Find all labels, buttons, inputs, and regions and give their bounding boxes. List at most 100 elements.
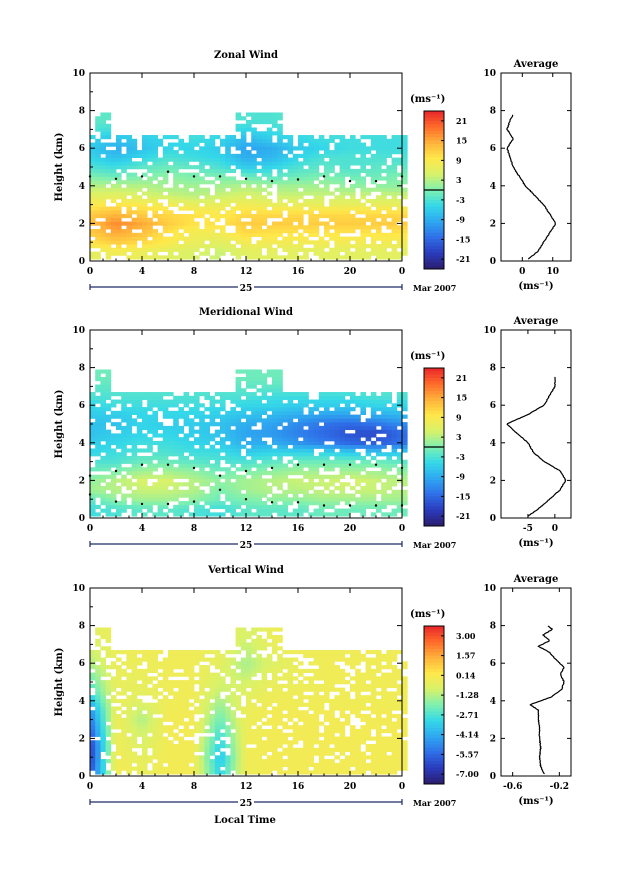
- heatmap-cell: [246, 695, 252, 700]
- heatmap-cell: [173, 471, 179, 476]
- heatmap-cell: [355, 444, 361, 449]
- heatmap-cell: [116, 683, 122, 689]
- heatmap-cell: [329, 482, 335, 487]
- heatmap-cell: [256, 493, 262, 498]
- heatmap-cell: [246, 508, 252, 513]
- heatmap-cell: [261, 120, 268, 125]
- heatmap-cell: [235, 247, 242, 252]
- heatmap-cell: [95, 410, 101, 415]
- colorbar-band: [424, 473, 444, 478]
- heatmap-cell: [298, 255, 304, 260]
- heatmap-cell: [116, 142, 122, 147]
- heatmap-cell: [350, 176, 356, 181]
- heatmap-cell: [178, 255, 184, 260]
- y-axis-label: Height (km): [54, 133, 65, 202]
- heatmap-cell: [90, 744, 96, 749]
- heatmap-cell: [225, 497, 231, 502]
- heatmap-cell: [178, 471, 184, 476]
- heatmap-cell: [194, 240, 200, 245]
- heatmap-cell: [162, 687, 169, 692]
- heatmap-cell: [162, 425, 169, 431]
- heatmap-cell: [386, 240, 392, 245]
- heatmap-cell: [261, 751, 268, 756]
- heatmap-cell: [209, 512, 216, 517]
- heatmap-cell: [157, 142, 164, 147]
- heatmap-cell: [178, 214, 184, 219]
- heatmap-cell: [90, 180, 96, 185]
- heatmap-cell: [183, 695, 190, 700]
- heatmap-cell: [95, 493, 101, 498]
- heatmap-cell: [282, 747, 288, 752]
- heatmap-cell: [402, 138, 408, 143]
- heatmap-cell: [329, 429, 335, 434]
- heatmap-cell: [214, 474, 221, 479]
- heatmap-cell: [152, 691, 158, 696]
- heatmap-cell: [95, 448, 101, 453]
- heatmap-cell: [204, 493, 210, 498]
- heatmap-cell: [298, 471, 304, 476]
- heatmap-cell: [173, 161, 179, 166]
- heatmap-cell: [344, 150, 351, 155]
- heatmap-cell: [287, 706, 294, 711]
- heatmap-cell: [303, 183, 309, 189]
- heatmap-cell: [313, 762, 320, 767]
- heatmap-cell: [173, 713, 179, 719]
- heatmap-cell: [178, 448, 184, 453]
- heatmap-cell: [391, 437, 398, 442]
- heatmap-cell: [282, 762, 288, 767]
- heatmap-cell: [126, 702, 132, 707]
- heatmap-cell: [318, 221, 325, 226]
- heatmap-cell: [324, 455, 330, 461]
- heatmap-cell: [308, 702, 314, 707]
- heatmap-cell: [235, 198, 242, 204]
- heatmap-cell: [157, 486, 164, 491]
- heatmap-cell: [131, 736, 138, 741]
- heatmap-cell: [214, 135, 221, 140]
- heatmap-cell: [162, 493, 169, 498]
- heatmap-cell: [303, 687, 309, 692]
- heatmap-cell: [178, 740, 184, 745]
- heatmap-cell: [308, 206, 314, 211]
- heatmap-cell: [105, 497, 112, 502]
- heatmap-cell: [256, 161, 262, 166]
- heatmap-cell: [95, 747, 101, 752]
- heatmap-cell: [199, 425, 205, 431]
- heatmap-cell: [329, 247, 335, 252]
- heatmap-cell: [282, 732, 288, 737]
- heatmap-cell: [386, 255, 392, 260]
- heatmap-cell: [396, 414, 403, 419]
- heatmap-cell: [277, 691, 283, 696]
- heatmap-cell: [173, 467, 179, 472]
- heatmap-cell: [308, 418, 314, 423]
- heatmap-cell: [173, 142, 179, 147]
- heatmap-cell: [105, 255, 112, 260]
- heatmap-cell: [334, 414, 340, 419]
- heatmap-cell: [324, 191, 330, 196]
- heatmap-cell: [287, 725, 294, 730]
- heatmap-cell: [318, 172, 325, 177]
- heatmap-cell: [370, 221, 377, 226]
- heatmap-cell: [303, 172, 309, 177]
- heatmap-cell: [246, 635, 252, 640]
- colorbar-band: [424, 111, 444, 115]
- heatmap-cell: [240, 512, 247, 517]
- heatmap-cell: [292, 183, 299, 189]
- heatmap-cell: [251, 732, 257, 737]
- heatmap-cell: [230, 437, 236, 442]
- heatmap-cell: [324, 176, 330, 181]
- heatmap-cell: [230, 713, 236, 719]
- heatmap-cell: [292, 410, 299, 415]
- heatmap-cell: [152, 399, 158, 404]
- colorbar-band: [424, 404, 444, 408]
- heatmap-cell: [272, 373, 278, 378]
- heatmap-cell: [209, 399, 216, 404]
- heatmap-cell: [381, 418, 387, 423]
- heatmap-cell: [183, 176, 190, 181]
- heatmap-cell: [235, 687, 242, 692]
- heatmap-cell: [209, 759, 216, 764]
- heatmap-cell: [350, 187, 356, 192]
- heatmap-cell: [235, 459, 242, 464]
- heatmap-cell: [365, 399, 372, 404]
- heatmap-cell: [225, 744, 231, 749]
- colorbar-band: [424, 460, 444, 464]
